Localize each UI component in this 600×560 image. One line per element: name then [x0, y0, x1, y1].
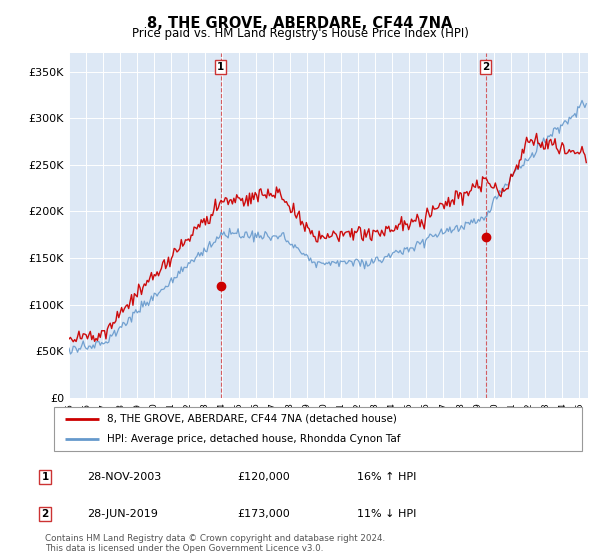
- Text: Price paid vs. HM Land Registry's House Price Index (HPI): Price paid vs. HM Land Registry's House …: [131, 27, 469, 40]
- Text: 16% ↑ HPI: 16% ↑ HPI: [357, 472, 416, 482]
- Text: 28-JUN-2019: 28-JUN-2019: [87, 509, 158, 519]
- Text: 11% ↓ HPI: 11% ↓ HPI: [357, 509, 416, 519]
- Text: 1: 1: [41, 472, 49, 482]
- Text: £120,000: £120,000: [237, 472, 290, 482]
- Text: 1: 1: [217, 62, 224, 72]
- Text: 28-NOV-2003: 28-NOV-2003: [87, 472, 161, 482]
- FancyBboxPatch shape: [54, 407, 582, 451]
- Text: £173,000: £173,000: [237, 509, 290, 519]
- Text: HPI: Average price, detached house, Rhondda Cynon Taf: HPI: Average price, detached house, Rhon…: [107, 434, 400, 444]
- Text: 8, THE GROVE, ABERDARE, CF44 7NA (detached house): 8, THE GROVE, ABERDARE, CF44 7NA (detach…: [107, 414, 397, 424]
- Text: 2: 2: [41, 509, 49, 519]
- Text: Contains HM Land Registry data © Crown copyright and database right 2024.
This d: Contains HM Land Registry data © Crown c…: [45, 534, 385, 553]
- Text: 2: 2: [482, 62, 490, 72]
- Text: 8, THE GROVE, ABERDARE, CF44 7NA: 8, THE GROVE, ABERDARE, CF44 7NA: [148, 16, 452, 31]
